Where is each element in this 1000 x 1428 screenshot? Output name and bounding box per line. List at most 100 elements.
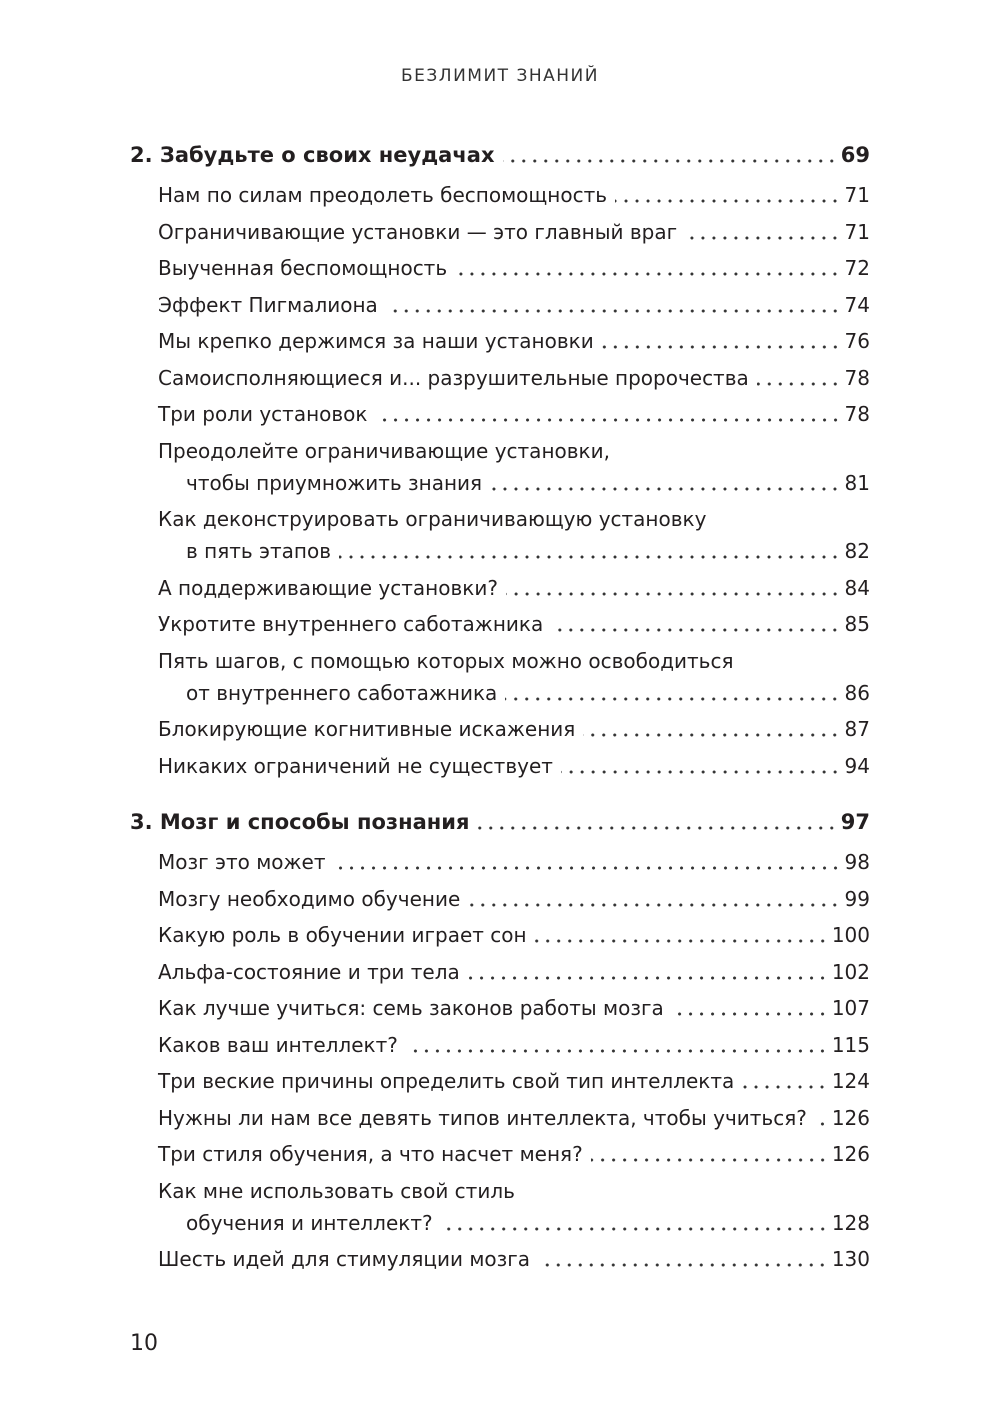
toc-entry-title: Мозг это может [158,850,326,874]
toc-entry: чтобы приумножить знания 81 [186,467,870,498]
toc-entry: Три веские причины определить свой тип и… [158,1066,870,1096]
toc-entry-title: Нужны ли нам все девять типов интеллекта… [158,1105,807,1130]
toc-entry-title: 2. Забудьте о своих неудачах [130,143,495,167]
dot-leader [490,467,841,498]
toc-chapter: 2. Забудьте о своих неудачах 69 [130,140,870,170]
toc-page-number: 84 [844,575,870,600]
toc-page-number: 72 [844,256,870,280]
toc-entry: Три стиля обучения, а что насчет меня? 12… [158,1139,870,1169]
toc-entry: Мозг это может 98 [158,847,870,877]
toc-chapter: 3. Мозг и способы познания 97 [130,807,870,837]
running-head: БЕЗЛИМИТ ЗНАНИЙ [400,66,599,86]
dot-leader [560,750,841,781]
toc-entry: Выученная беспомощность 72 [158,253,870,283]
toc-page-number: 128 [831,1210,870,1235]
page-number: 10 [130,1331,158,1356]
toc-page-number: 115 [831,1032,870,1057]
dot-leader [583,714,841,744]
toc-entry: Три роли установок 78 [158,399,870,429]
toc-entry: Пять шагов, с помощью которых можно осво… [158,646,870,676]
toc-entry-title: Мы крепко держимся за наши установки [158,329,594,353]
toc-entry-title: Каков ваш интеллект? [158,1032,398,1057]
toc-entry-title: в пять этапов [186,539,332,563]
toc-entry: Нам по силам преодолеть беспомощность 71 [158,180,870,210]
toc-page-number: 82 [844,539,870,563]
toc-entry-title: Мозгу необходимо обучение [158,886,461,911]
dot-leader [339,536,841,566]
dot-leader [505,572,841,603]
dot-leader [405,1029,828,1060]
dot-leader [756,362,841,393]
toc-entry: Самоисполняющиеся и... разрушительные пр… [158,362,870,393]
dot-leader [468,883,841,914]
dot-leader [477,807,837,837]
toc-entry-title: Три веские причины определить свой тип и… [158,1069,735,1093]
dot-leader [333,847,841,877]
toc-page-number: 98 [844,850,870,874]
toc-page-number: 126 [831,1142,870,1166]
toc-page-number: 78 [844,402,870,426]
toc-page-number: 130 [831,1247,870,1271]
toc-page-number: 94 [844,753,870,778]
toc-page-number: 71 [844,219,870,244]
toc-page-number: 97 [840,810,870,834]
toc-entry-title: Укротите внутреннего саботажника [158,612,544,636]
toc-entry: Мозгу необходимо обучение 99 [158,883,870,914]
dot-leader [385,289,841,320]
dot-leader [685,216,841,247]
toc-entry-title: А поддерживающие установки? [158,575,498,600]
dot-leader [615,180,841,210]
toc-entry-title: Выученная беспомощность [158,256,448,280]
toc-page-number: 107 [831,996,870,1020]
toc-page-number: 69 [840,143,870,167]
toc-entry: Укротите внутреннего саботажника 85 [158,609,870,639]
toc-entry-title: Преодолейте ограничивающие установки, [158,438,610,463]
toc-entry-title: Как мне использовать свой стиль [158,1178,515,1203]
toc-entry-title: Никаких ограничений не существует [158,753,553,778]
dot-leader [671,993,828,1023]
toc-entry-title: Пять шагов, с помощью которых можно осво… [158,648,734,673]
toc-page-number: 74 [844,292,870,317]
dot-leader [742,1066,828,1096]
toc-entry-title: 3. Мозг и способы познания [130,810,470,834]
dot-leader [551,609,841,639]
toc-entry: Преодолейте ограничивающие установки, [158,436,870,466]
dot-leader [505,677,841,708]
toc-entry: Каков ваш интеллект? 115 [158,1029,870,1060]
toc-entry: Как лучше учиться: семь законов работы м… [158,993,870,1023]
toc-page-number: 100 [831,923,870,947]
dot-leader [601,326,841,356]
toc-page-number: 102 [831,959,870,984]
toc-entry-title: Как деконструировать ограничивающую уста… [158,507,707,531]
toc-entry: Блокирующие когнитивные искажения 87 [158,714,870,744]
dot-leader [455,253,841,283]
dot-leader [590,1139,828,1169]
dot-leader [467,956,828,987]
toc-entry-title: Как лучше учиться: семь законов работы м… [158,996,664,1020]
toc-page-number: 76 [844,329,870,353]
toc-page-number: 126 [831,1105,870,1130]
dot-leader [375,399,841,429]
toc-entry: Альфа-состояние и три тела 102 [158,956,870,987]
toc-entry: обучения и интеллект? 128 [186,1207,870,1238]
toc-entry: Как деконструировать ограничивающую уста… [158,504,870,534]
toc-page-number: 85 [844,612,870,636]
toc-entry: Нужны ли нам все девять типов интеллекта… [158,1102,870,1133]
toc-entry: Эффект Пигмалиона 74 [158,289,870,320]
toc-entry-title: обучения и интеллект? [186,1210,433,1235]
toc-entry: Как мне использовать свой стиль [158,1176,870,1206]
toc-entry-title: Блокирующие когнитивные искажения [158,717,576,741]
dot-leader [440,1207,828,1238]
dot-leader [814,1102,828,1133]
toc-entry-title: Шесть идей для стимуляции мозга [158,1247,531,1271]
toc-page-number: 86 [844,680,870,705]
toc-page-number: 78 [844,365,870,390]
dot-leader [534,920,828,950]
toc-page-number: 81 [844,470,870,495]
dot-leader [502,140,837,170]
toc-entry-title: от внутреннего саботажника [186,680,498,705]
toc-entry: Какую роль в обучении играет сон 100 [158,920,870,950]
toc-entry: Мы крепко держимся за наши установки 76 [158,326,870,356]
toc-page-number: 87 [844,717,870,741]
toc-entry: Ограничивающие установки — это главный в… [158,216,870,247]
